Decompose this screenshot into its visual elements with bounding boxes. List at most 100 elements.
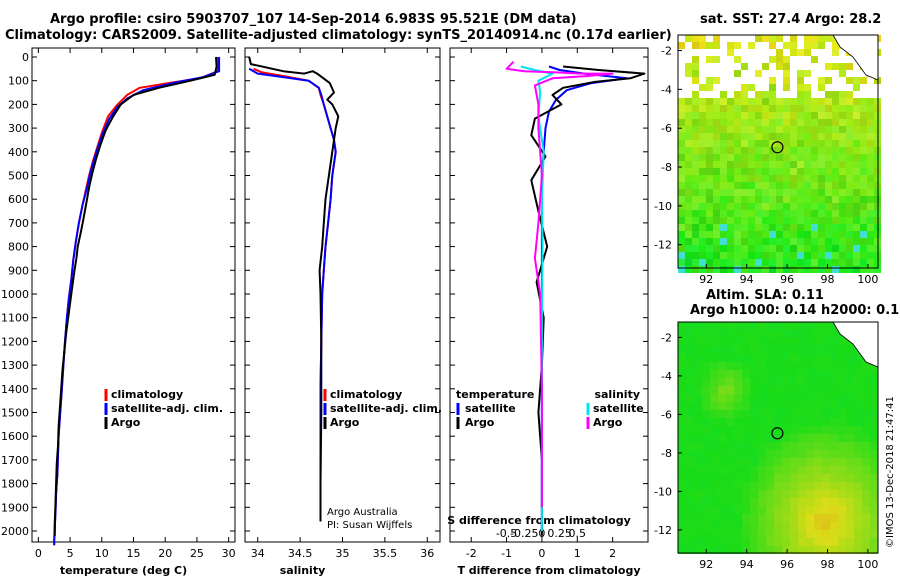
sst-map-ytick-label: -10 xyxy=(654,200,672,213)
sst-map-cell xyxy=(804,231,811,238)
sla-map-cell xyxy=(750,410,758,418)
sst-map-cell xyxy=(776,126,783,133)
sla-map-cell xyxy=(686,338,694,346)
sst-map-cell xyxy=(818,112,825,119)
sst-map-cell xyxy=(818,35,825,42)
sst-map-cell xyxy=(783,42,790,49)
sst-map-cell xyxy=(685,252,692,259)
sst-map-cell xyxy=(769,175,776,182)
depth-ytick-label: 1000 xyxy=(1,288,29,301)
sla-map-cell xyxy=(742,546,750,554)
depth-ytick-label: 300 xyxy=(8,122,29,135)
sla-map-cell xyxy=(766,514,774,522)
sla-map-cell xyxy=(758,522,766,530)
sst-map-cell xyxy=(713,168,720,175)
sst-map-cell xyxy=(769,196,776,203)
sla-map-cell xyxy=(686,346,694,354)
sla-map-cell xyxy=(766,490,774,498)
sla-map-cell xyxy=(678,498,686,506)
sla-map-cell xyxy=(718,378,726,386)
sst-map-cell xyxy=(685,126,692,133)
depth-ytick-label: 400 xyxy=(8,146,29,159)
sla-map-cell xyxy=(782,386,790,394)
sst-map-cell xyxy=(678,119,685,126)
sst-map-cell xyxy=(818,182,825,189)
sla-map-cell xyxy=(846,522,854,530)
sst-map-cell xyxy=(706,245,713,252)
sla-map-cell xyxy=(838,514,846,522)
sst-map-cell xyxy=(678,112,685,119)
sst-map-cell xyxy=(748,266,755,273)
sst-map-cell xyxy=(790,98,797,105)
sla-map-ytick-label: -2 xyxy=(661,331,672,344)
sst-map-cell xyxy=(678,154,685,161)
sla-map-cell xyxy=(766,346,774,354)
sla-map-cell xyxy=(846,442,854,450)
sst-map-cell xyxy=(811,119,818,126)
sla-map-cell xyxy=(838,418,846,426)
sst-map-cell xyxy=(678,182,685,189)
sst-map-cell xyxy=(776,133,783,140)
sst-map-cell xyxy=(699,119,706,126)
sst-map-xtick-label: 96 xyxy=(780,273,794,286)
sst-map-cell xyxy=(741,105,748,112)
sst-map-cell xyxy=(699,84,706,91)
sst-map-cell xyxy=(748,245,755,252)
sst-map-cell xyxy=(811,238,818,245)
sla-map-cell xyxy=(678,378,686,386)
sla-map-cell xyxy=(758,338,766,346)
imos-timestamp: ©IMOS 13-Dec-2018 21:47:41 xyxy=(885,396,896,548)
temperature-xtick-label: 10 xyxy=(95,547,109,560)
sst-map-cell xyxy=(867,217,874,224)
sla-map-cell xyxy=(758,490,766,498)
sst-map-cell xyxy=(860,231,867,238)
sst-map-cell xyxy=(860,238,867,245)
sla-map-cell xyxy=(822,490,830,498)
sst-map-cell xyxy=(734,161,741,168)
sla-map-cell xyxy=(806,394,814,402)
sst-map-cell xyxy=(699,42,706,49)
sst-map-cell xyxy=(811,266,818,273)
sla-map-cell xyxy=(726,394,734,402)
sst-map-cell xyxy=(713,154,720,161)
sla-map-cell xyxy=(750,442,758,450)
sst-map-cell xyxy=(685,70,692,77)
difference-xtick-label: -2 xyxy=(466,547,477,560)
sst-map-cell xyxy=(699,266,706,273)
temperature-xtick-label: 30 xyxy=(222,547,236,560)
sst-map-cell xyxy=(860,217,867,224)
sla-map-cell xyxy=(814,506,822,514)
sla-map-cell xyxy=(806,362,814,370)
sla-map-cell xyxy=(766,498,774,506)
sst-map-cell xyxy=(846,266,853,273)
sst-map-cell xyxy=(755,168,762,175)
sst-map-cell xyxy=(755,203,762,210)
sst-map-cell xyxy=(783,252,790,259)
sla-map-cell xyxy=(750,370,758,378)
sla-map-cell xyxy=(830,402,838,410)
sla-map-cell xyxy=(814,418,822,426)
sla-map-cell xyxy=(806,386,814,394)
sst-map-cell xyxy=(860,196,867,203)
sst-map-cell xyxy=(797,126,804,133)
sst-map-cell xyxy=(790,259,797,266)
sst-map-cell xyxy=(692,133,699,140)
sst-map-cell xyxy=(678,98,685,105)
sst-map-cell xyxy=(846,168,853,175)
sst-map-cell xyxy=(783,147,790,154)
sla-map-cell xyxy=(758,466,766,474)
sla-map-cell xyxy=(678,362,686,370)
sla-map-cell xyxy=(862,410,870,418)
sla-map-cell xyxy=(798,474,806,482)
sla-map-cell xyxy=(766,338,774,346)
sla-map-cell xyxy=(854,362,862,370)
sst-map-cell xyxy=(839,105,846,112)
sst-map-cell xyxy=(685,98,692,105)
sla-map-cell xyxy=(782,498,790,506)
sst-map-cell xyxy=(811,252,818,259)
sla-map-cell xyxy=(686,546,694,554)
sla-map-cell xyxy=(694,458,702,466)
sla-map-cell xyxy=(846,458,854,466)
sla-map-cell xyxy=(750,354,758,362)
sst-map-cell xyxy=(762,119,769,126)
